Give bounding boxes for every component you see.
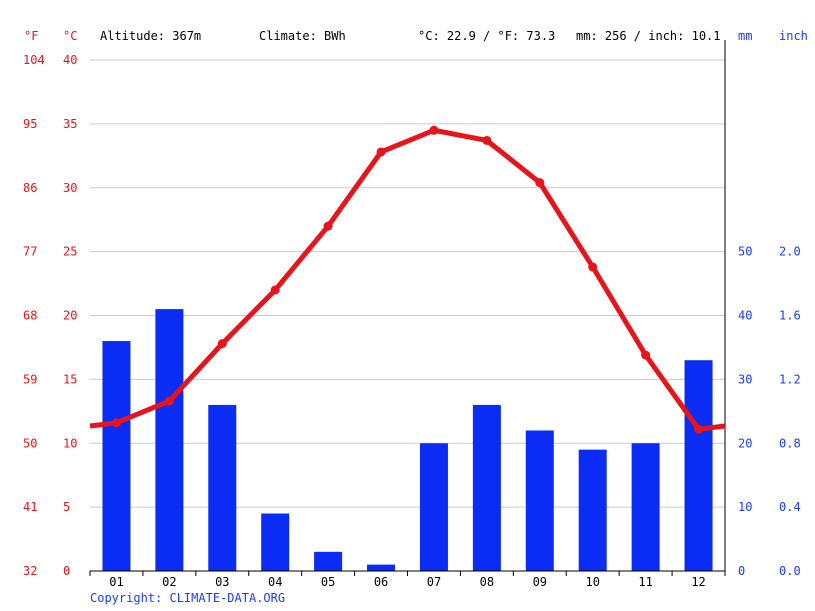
gridlines — [90, 59, 725, 508]
temperature-point — [482, 135, 492, 145]
precipitation-bar — [314, 551, 343, 571]
fahrenheit-tick-label: 41 — [23, 500, 37, 514]
precipitation-bar — [208, 404, 237, 571]
month-tick-label: 09 — [533, 575, 547, 589]
month-tick-label: 05 — [321, 575, 335, 589]
celsius-unit-label: °C — [63, 29, 77, 43]
celsius-tick-label: 10 — [63, 436, 77, 450]
month-tick-label: 08 — [480, 575, 494, 589]
fahrenheit-tick-label: 86 — [23, 181, 37, 195]
mm-tick-label: 50 — [738, 245, 752, 259]
axes — [89, 40, 726, 576]
mm-tick-label: 40 — [738, 309, 752, 323]
celsius-tick-label: 25 — [63, 245, 77, 259]
copyright-text: Copyright: CLIMATE-DATA.ORG — [90, 591, 286, 605]
inch-tick-label: 0.8 — [779, 436, 801, 450]
temperature-point — [429, 125, 439, 135]
celsius-tick-label: 5 — [63, 500, 70, 514]
celsius-tick-label: 30 — [63, 181, 77, 195]
month-tick-label: 12 — [691, 575, 705, 589]
month-tick-label: 11 — [638, 575, 652, 589]
mm-tick-label: 10 — [738, 500, 752, 514]
month-tick-label: 04 — [268, 575, 282, 589]
inch-unit-label: inch — [779, 29, 808, 43]
temperature-point — [164, 396, 174, 406]
fahrenheit-tick-label: 50 — [23, 436, 37, 450]
month-tick-label: 07 — [427, 575, 441, 589]
temperature-point — [111, 418, 121, 428]
month-tick-label: 06 — [374, 575, 388, 589]
temperature-point — [217, 339, 227, 349]
temperature-series-line — [89, 127, 726, 432]
climate-label: Climate: BWh — [259, 29, 346, 43]
fahrenheit-tick-label: 77 — [23, 245, 37, 259]
inch-tick-label: 0.4 — [779, 500, 801, 514]
inch-tick-label: 1.6 — [779, 309, 801, 323]
fahrenheit-unit-label: °F — [24, 29, 38, 43]
precipitation-bar — [102, 341, 131, 571]
temperature-point — [694, 424, 704, 434]
average-temperature-label: °C: 22.9 / °F: 73.3 — [418, 29, 555, 43]
fahrenheit-tick-label: 68 — [23, 309, 37, 323]
month-tick-label: 10 — [585, 575, 599, 589]
mm-tick-label: 0 — [738, 564, 745, 578]
precipitation-bar — [155, 309, 184, 571]
precipitation-bar — [419, 443, 448, 571]
mm-tick-label: 30 — [738, 372, 752, 386]
inch-tick-label: 2.0 — [779, 245, 801, 259]
temperature-point — [270, 285, 280, 295]
inch-tick-label: 1.2 — [779, 372, 801, 386]
celsius-tick-label: 0 — [63, 564, 70, 578]
mm-tick-label: 20 — [738, 436, 752, 450]
precipitation-bar — [261, 513, 290, 571]
inch-tick-label: 0.0 — [779, 564, 801, 578]
precipitation-total-label: mm: 256 / inch: 10.1 — [576, 29, 721, 43]
altitude-label: Altitude: 367m — [100, 29, 201, 43]
temperature-point — [535, 178, 545, 188]
celsius-tick-label: 40 — [63, 53, 77, 67]
precipitation-bar — [367, 564, 396, 571]
celsius-tick-label: 35 — [63, 117, 77, 131]
temperature-point — [588, 262, 598, 272]
fahrenheit-tick-label: 95 — [23, 117, 37, 131]
fahrenheit-tick-label: 32 — [23, 564, 37, 578]
fahrenheit-tick-label: 59 — [23, 372, 37, 386]
month-tick-label: 01 — [109, 575, 123, 589]
fahrenheit-tick-label: 104 — [23, 53, 45, 67]
temperature-line — [89, 125, 726, 434]
precipitation-bar — [472, 404, 501, 571]
temperature-point — [641, 350, 651, 360]
precipitation-bar — [578, 449, 607, 571]
month-tick-label: 03 — [215, 575, 229, 589]
month-tick-label: 02 — [162, 575, 176, 589]
celsius-tick-label: 20 — [63, 309, 77, 323]
precipitation-bar — [684, 360, 713, 571]
precipitation-bar — [631, 443, 660, 571]
mm-unit-label: mm — [738, 29, 752, 43]
precipitation-bars — [102, 309, 713, 571]
temperature-point — [376, 147, 386, 157]
celsius-tick-label: 15 — [63, 372, 77, 386]
temperature-point — [323, 221, 333, 231]
precipitation-bar — [525, 430, 554, 571]
